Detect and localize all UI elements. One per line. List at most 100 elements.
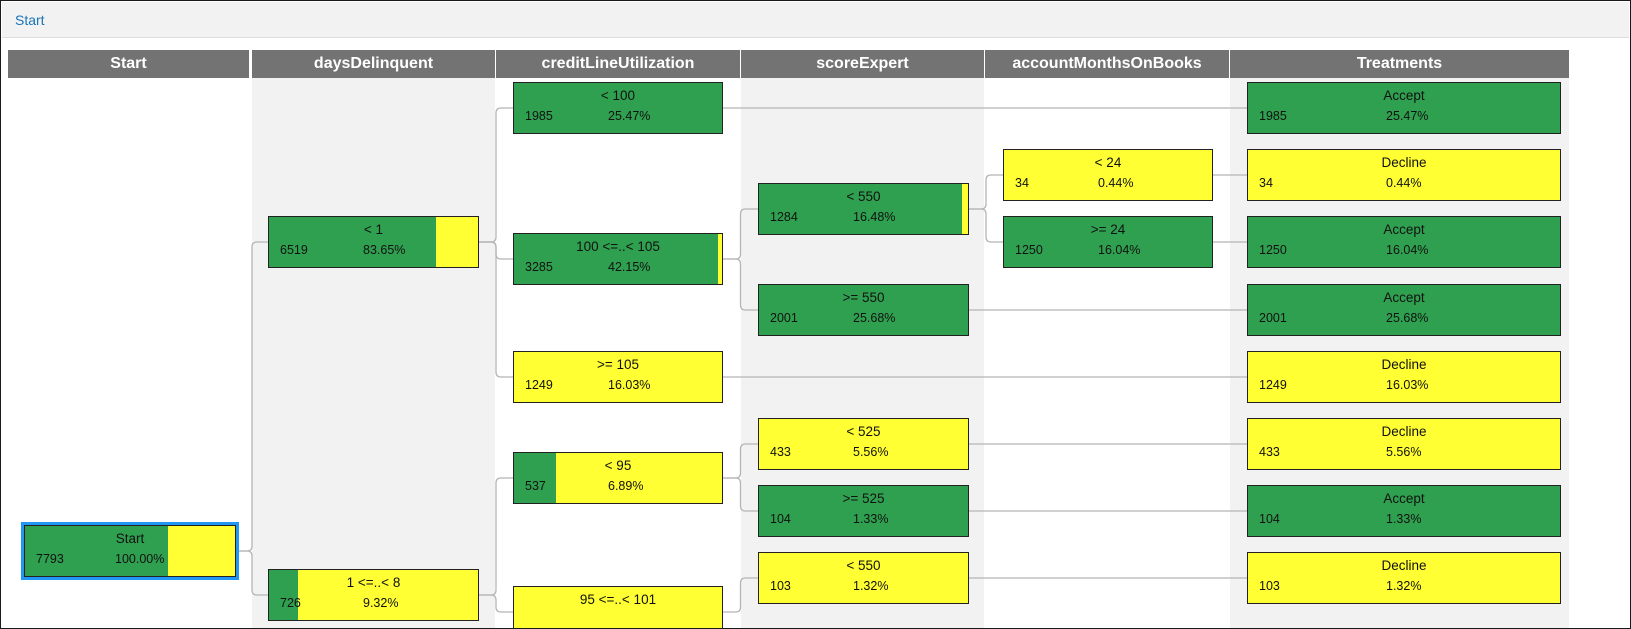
tree-node-start[interactable]: Start 7793 100.00% — [21, 522, 239, 580]
node-count: 2001 — [1259, 311, 1287, 325]
accept-share-bar — [759, 285, 968, 335]
node-percent: 1.33% — [853, 512, 889, 526]
node-count: 537 — [525, 479, 546, 493]
node-label: Decline — [1381, 357, 1427, 372]
node-label: >= 525 — [842, 491, 885, 506]
tree-node-dd_lt1[interactable]: < 1 6519 83.65% — [268, 216, 479, 268]
node-percent: 16.04% — [1098, 243, 1141, 257]
node-label: Accept — [1383, 491, 1425, 506]
node-percent: 25.68% — [1386, 311, 1429, 325]
node-count: 103 — [1259, 579, 1280, 593]
tree-node-tr_6[interactable]: Decline 433 5.56% — [1247, 418, 1561, 470]
node-count: 103 — [770, 579, 791, 593]
tree-node-am_ge24[interactable]: >= 24 1250 16.04% — [1003, 216, 1213, 268]
node-label: Decline — [1381, 155, 1427, 170]
column-bg-daysDelinquent — [252, 78, 495, 628]
tree-node-dd_1to8[interactable]: 1 <=..< 8 726 9.32% — [268, 569, 479, 621]
node-label: < 24 — [1094, 155, 1122, 170]
node-percent: 1.33% — [1386, 512, 1422, 526]
tree-node-tr_8[interactable]: Decline 103 1.32% — [1247, 552, 1561, 604]
node-count: 3285 — [525, 260, 553, 274]
node-count: 7793 — [36, 552, 64, 566]
node-label: 100 <=..< 105 — [576, 239, 660, 254]
node-label: < 550 — [846, 189, 881, 204]
node-label: < 95 — [604, 458, 632, 473]
node-label: Decline — [1381, 424, 1427, 439]
accept-share-bar — [269, 217, 437, 267]
node-count: 104 — [1259, 512, 1280, 526]
tree-node-se_ge525[interactable]: >= 525 104 1.33% — [758, 485, 969, 537]
node-percent: 100.00% — [115, 552, 165, 566]
accept-share-bar — [1004, 217, 1212, 267]
node-count: 433 — [770, 445, 791, 459]
accept-share-bar — [759, 184, 962, 234]
tree-node-tr_5[interactable]: Decline 1249 16.03% — [1247, 351, 1561, 403]
node-percent: 9.32% — [363, 596, 399, 610]
accept-share-bar — [1248, 486, 1560, 536]
accept-share-bar — [514, 83, 722, 133]
node-count: 433 — [1259, 445, 1280, 459]
accept-share-bar — [1248, 285, 1560, 335]
column-header-treatments: Treatments — [1230, 50, 1569, 78]
tree-node-tr_3[interactable]: Accept 1250 16.04% — [1247, 216, 1561, 268]
node-percent: 83.65% — [363, 243, 406, 257]
tree-node-tr_2[interactable]: Decline 34 0.44% — [1247, 149, 1561, 201]
column-header-scoreExpert: scoreExpert — [741, 50, 984, 78]
node-label: >= 24 — [1090, 222, 1126, 237]
node-label: Start — [115, 531, 145, 546]
tree-node-am_lt24[interactable]: < 24 34 0.44% — [1003, 149, 1213, 201]
node-percent: 16.03% — [1386, 378, 1429, 392]
node-count: 1985 — [1259, 109, 1287, 123]
node-percent: 25.47% — [608, 109, 651, 123]
tree-node-clu_lt95[interactable]: < 95 537 6.89% — [513, 452, 723, 504]
node-label: < 1 — [363, 222, 384, 237]
column-header-daysDelinquent: daysDelinquent — [252, 50, 495, 78]
tree-node-clu_ge105[interactable]: >= 105 1249 16.03% — [513, 351, 723, 403]
breadcrumb-start-link[interactable]: Start — [15, 12, 45, 28]
node-percent: 5.56% — [853, 445, 889, 459]
accept-share-bar — [1248, 217, 1560, 267]
node-label: 1 <=..< 8 — [346, 575, 401, 590]
node-percent: 16.04% — [1386, 243, 1429, 257]
tree-node-clu_100to105[interactable]: 100 <=..< 105 3285 42.15% — [513, 233, 723, 285]
node-percent: 0.44% — [1098, 176, 1134, 190]
tree-node-tr_1[interactable]: Accept 1985 25.47% — [1247, 82, 1561, 134]
node-label: < 525 — [846, 424, 881, 439]
breadcrumb-bar: Start — [2, 2, 1629, 38]
tree-node-clu_95to101[interactable]: 95 <=..< 101 — [513, 586, 723, 628]
tree-node-se_ge550[interactable]: >= 550 2001 25.68% — [758, 284, 969, 336]
node-label: Accept — [1383, 88, 1425, 103]
node-percent: 25.47% — [1386, 109, 1429, 123]
node-count: 726 — [280, 596, 301, 610]
tree-node-tr_4[interactable]: Accept 2001 25.68% — [1247, 284, 1561, 336]
tree-node-se_lt550b[interactable]: < 550 103 1.32% — [758, 552, 969, 604]
node-count: 6519 — [280, 243, 308, 257]
node-count: 34 — [1259, 176, 1273, 190]
node-count: 2001 — [770, 311, 798, 325]
node-label: Accept — [1383, 222, 1425, 237]
column-header-accountMonthsOnBooks: accountMonthsOnBooks — [985, 50, 1229, 78]
accept-share-bar — [514, 234, 718, 284]
tree-node-clu_lt100[interactable]: < 100 1985 25.47% — [513, 82, 723, 134]
node-percent: 5.56% — [1386, 445, 1422, 459]
node-percent: 16.48% — [853, 210, 896, 224]
node-label: >= 550 — [842, 290, 885, 305]
node-count: 1985 — [525, 109, 553, 123]
node-count: 34 — [1015, 176, 1029, 190]
node-count: 1250 — [1259, 243, 1287, 257]
node-label: < 100 — [600, 88, 636, 103]
node-percent: 1.32% — [1386, 579, 1422, 593]
node-percent: 42.15% — [608, 260, 651, 274]
accept-share-bar — [25, 526, 168, 576]
node-percent: 16.03% — [608, 378, 651, 392]
tree-node-se_lt525[interactable]: < 525 433 5.56% — [758, 418, 969, 470]
node-count: 1250 — [1015, 243, 1043, 257]
node-count: 1284 — [770, 210, 798, 224]
node-percent: 1.32% — [853, 579, 889, 593]
column-header-creditLineUtilization: creditLineUtilization — [496, 50, 740, 78]
tree-node-tr_7[interactable]: Accept 104 1.33% — [1247, 485, 1561, 537]
node-label: < 550 — [846, 558, 881, 573]
node-count: 1249 — [1259, 378, 1287, 392]
tree-node-se_lt550[interactable]: < 550 1284 16.48% — [758, 183, 969, 235]
